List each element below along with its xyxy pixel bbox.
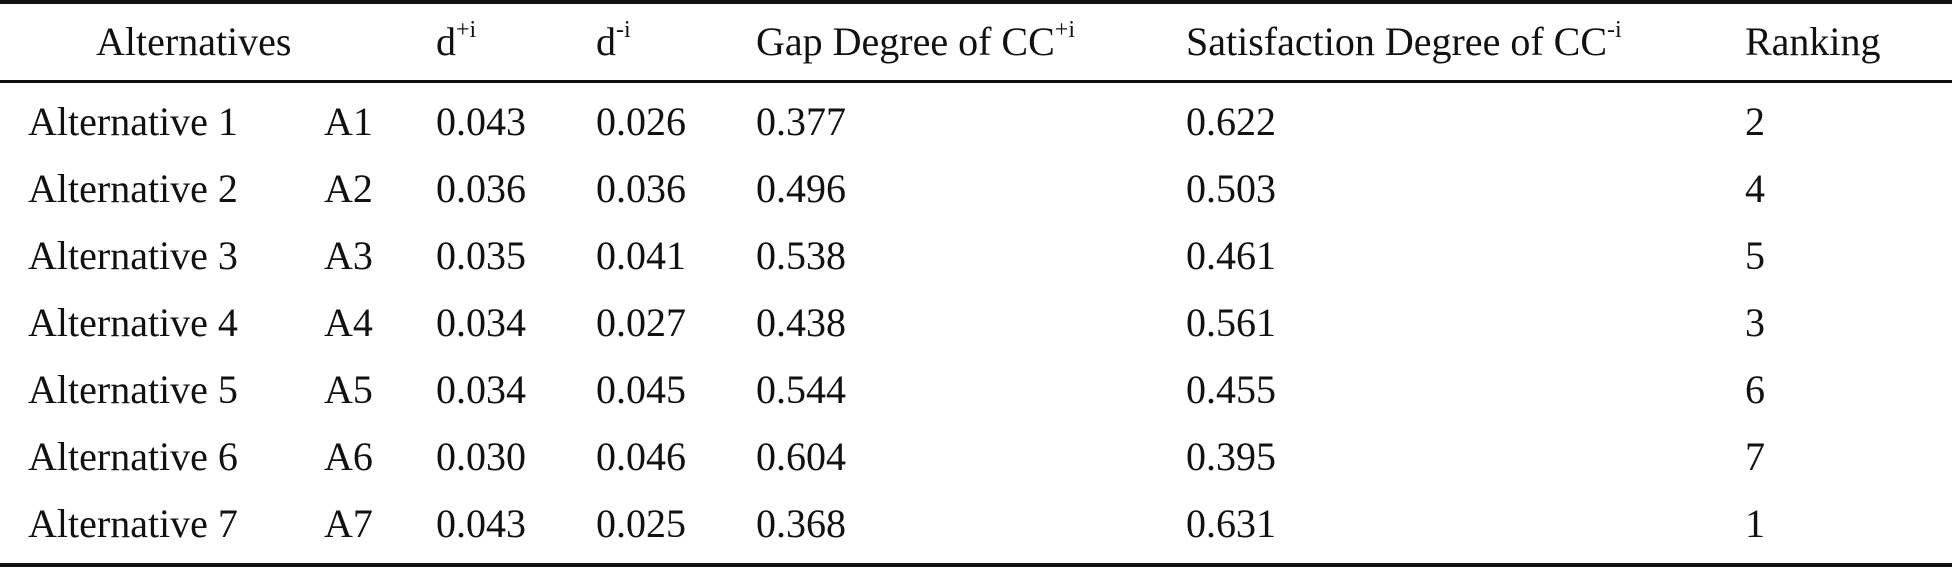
ranking-value: 4 [1745, 166, 1765, 211]
table-row: Alternative 4 A4 0.034 0.027 0.438 0.561… [0, 299, 1952, 366]
ranking-value: 7 [1745, 434, 1765, 479]
gap-degree-value: 0.438 [756, 300, 846, 345]
d-plus-value: 0.043 [436, 501, 526, 546]
table-row: Alternative 6 A6 0.030 0.046 0.604 0.395… [0, 433, 1952, 500]
header-d-minus: d-i [596, 16, 631, 64]
alternative-name: Alternative 3 [28, 233, 238, 278]
alternative-code: A3 [324, 233, 373, 278]
header-d-plus: d+i [436, 16, 477, 64]
satisfaction-degree-value: 0.395 [1186, 434, 1276, 479]
table-row: Alternative 1 A1 0.043 0.026 0.377 0.622… [0, 98, 1952, 165]
alternative-name: Alternative 1 [28, 99, 238, 144]
alternative-code: A5 [324, 367, 373, 412]
gap-degree-value: 0.538 [756, 233, 846, 278]
ranking-value: 6 [1745, 367, 1765, 412]
table-row: Alternative 2 A2 0.036 0.036 0.496 0.503… [0, 165, 1952, 232]
table-row: Alternative 7 A7 0.043 0.025 0.368 0.631… [0, 500, 1952, 567]
satisfaction-degree-value: 0.622 [1186, 99, 1276, 144]
alternative-code: A6 [324, 434, 373, 479]
table-header-rule [0, 80, 1952, 83]
d-plus-value: 0.034 [436, 300, 526, 345]
header-ranking: Ranking [1745, 19, 1881, 64]
alternative-code: A7 [324, 501, 373, 546]
gap-degree-value: 0.377 [756, 99, 846, 144]
satisfaction-degree-value: 0.503 [1186, 166, 1276, 211]
d-plus-value: 0.034 [436, 367, 526, 412]
alternative-name: Alternative 5 [28, 367, 238, 412]
satisfaction-degree-value: 0.631 [1186, 501, 1276, 546]
d-plus-value: 0.036 [436, 166, 526, 211]
table-row: Alternative 3 A3 0.035 0.041 0.538 0.461… [0, 232, 1952, 299]
gap-degree-value: 0.496 [756, 166, 846, 211]
d-plus-value: 0.035 [436, 233, 526, 278]
satisfaction-degree-value: 0.455 [1186, 367, 1276, 412]
header-satisfaction-degree: Satisfaction Degree of CC-i [1186, 16, 1622, 64]
header-gap-degree: Gap Degree of CC+i [756, 16, 1075, 64]
alternative-name: Alternative 7 [28, 501, 238, 546]
d-minus-value: 0.027 [596, 300, 686, 345]
ranking-value: 2 [1745, 99, 1765, 144]
ranking-value: 1 [1745, 501, 1765, 546]
header-alternatives: Alternatives [96, 19, 292, 64]
d-minus-value: 0.045 [596, 367, 686, 412]
d-minus-value: 0.026 [596, 99, 686, 144]
ranking-value: 3 [1745, 300, 1765, 345]
gap-degree-value: 0.544 [756, 367, 846, 412]
satisfaction-degree-value: 0.461 [1186, 233, 1276, 278]
gap-degree-value: 0.604 [756, 434, 846, 479]
alternative-code: A4 [324, 300, 373, 345]
d-plus-value: 0.043 [436, 99, 526, 144]
alternative-code: A2 [324, 166, 373, 211]
satisfaction-degree-value: 0.561 [1186, 300, 1276, 345]
table-bottom-rule [0, 563, 1952, 567]
table-row: Alternative 5 A5 0.034 0.045 0.544 0.455… [0, 366, 1952, 433]
d-minus-value: 0.041 [596, 233, 686, 278]
table-top-rule [0, 0, 1952, 4]
alternative-name: Alternative 2 [28, 166, 238, 211]
d-minus-value: 0.036 [596, 166, 686, 211]
alternative-name: Alternative 4 [28, 300, 238, 345]
d-minus-value: 0.025 [596, 501, 686, 546]
alternative-code: A1 [324, 99, 373, 144]
d-minus-value: 0.046 [596, 434, 686, 479]
ranking-value: 5 [1745, 233, 1765, 278]
d-plus-value: 0.030 [436, 434, 526, 479]
alternative-name: Alternative 6 [28, 434, 238, 479]
gap-degree-value: 0.368 [756, 501, 846, 546]
